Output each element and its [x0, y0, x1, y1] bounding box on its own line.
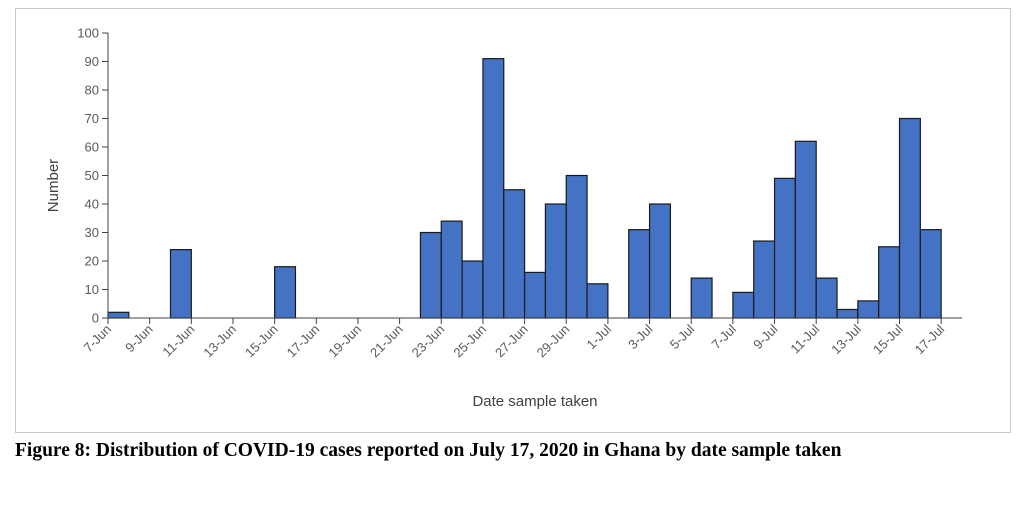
bar-23-Jun — [440, 220, 463, 319]
bar-2-Jul — [628, 229, 651, 319]
x-tick-label-17-Jul: 17-Jul — [912, 321, 948, 357]
x-tick-label-1-Jul: 1-Jul — [583, 321, 614, 352]
bar-28-Jun — [544, 203, 567, 319]
bar-9-Jul — [773, 177, 796, 319]
x-tick-label-25-Jun: 25-Jun — [450, 322, 489, 361]
y-tick-label-20: 20 — [85, 254, 99, 269]
y-tick-label-0: 0 — [92, 311, 99, 326]
x-tick-label-17-Jun: 17-Jun — [284, 322, 323, 361]
figure-caption: Figure 8: Distribution of COVID-19 cases… — [15, 440, 842, 461]
x-tick-label-7-Jul: 7-Jul — [708, 321, 739, 352]
x-tick-label-7-Jun: 7-Jun — [81, 322, 115, 356]
bar-22-Jun — [419, 231, 442, 319]
y-tick-label-40: 40 — [85, 197, 99, 212]
bar-14-Jul — [878, 246, 901, 319]
x-axis-title: Date sample taken — [472, 393, 597, 410]
x-tick-label-13-Jul: 13-Jul — [828, 321, 864, 357]
x-tick-label-9-Jun: 9-Jun — [122, 322, 156, 356]
x-tick-label-11-Jun: 11-Jun — [159, 322, 197, 360]
bar-12-Jul — [836, 308, 859, 319]
bar-10-Jul — [794, 140, 817, 319]
chart-frame: 0 10 20 30 40 50 60 70 80 90 100 7-Jun 9-Jun 11-Jun 13… — [15, 8, 1011, 433]
y-tick-label-10: 10 — [85, 282, 99, 297]
bar-29-Jun — [565, 174, 588, 319]
bar-3-Jul — [648, 203, 671, 319]
x-tick-label-3-Jul: 3-Jul — [625, 321, 656, 352]
y-tick-label-60: 60 — [85, 140, 99, 155]
bar-16-Jul — [919, 229, 942, 319]
bar-8-Jul — [753, 240, 776, 319]
bar-13-Jul — [857, 300, 880, 319]
x-tick-label-15-Jun: 15-Jun — [242, 322, 281, 361]
y-axis-title: Number — [45, 159, 62, 212]
x-tick-label-15-Jul: 15-Jul — [870, 321, 906, 357]
y-tick-label-70: 70 — [85, 111, 99, 126]
x-tick-label-23-Jun: 23-Jun — [409, 322, 448, 361]
x-tick-label-9-Jul: 9-Jul — [750, 321, 781, 352]
bar-25-Jun — [482, 58, 505, 319]
x-tick-label-11-Jul: 11-Jul — [787, 321, 822, 356]
y-tick-label-90: 90 — [85, 54, 99, 69]
bar-5-Jul — [690, 277, 713, 319]
x-tick-label-5-Jul: 5-Jul — [667, 321, 698, 352]
x-tick-label-13-Jun: 13-Jun — [200, 322, 239, 361]
bar-26-Jun — [503, 189, 526, 319]
y-tick-label-100: 100 — [77, 26, 99, 41]
bar-15-Jun — [274, 266, 297, 319]
bar-27-Jun — [523, 271, 547, 319]
bar-10-Jun — [169, 249, 192, 319]
bar-7-Jun — [107, 311, 130, 319]
bar-7-Jul — [732, 291, 755, 319]
bar-30-Jun — [586, 283, 609, 319]
y-tick-label-80: 80 — [85, 83, 99, 98]
y-tick-label-50: 50 — [85, 168, 99, 183]
x-tick-label-19-Jun: 19-Jun — [325, 322, 364, 361]
bar-15-Jul — [898, 117, 921, 319]
x-tick-label-29-Jun: 29-Jun — [534, 322, 573, 361]
x-tick-label-21-Jun: 21-Jun — [367, 322, 406, 361]
y-tick-label-30: 30 — [85, 225, 99, 240]
x-tick-label-27-Jun: 27-Jun — [492, 322, 531, 361]
bar-11-Jul — [815, 277, 838, 319]
bar-24-Jun — [461, 260, 484, 319]
